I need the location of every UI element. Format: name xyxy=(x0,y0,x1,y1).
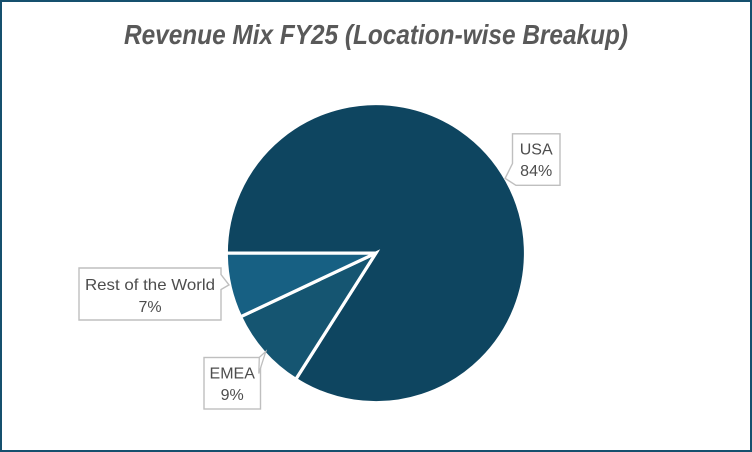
svg-text:Rest of the World: Rest of the World xyxy=(85,277,215,294)
svg-text:Revenue Mix FY25 (Location-wis: Revenue Mix FY25 (Location-wise Breakup) xyxy=(124,19,628,50)
svg-text:EMEA: EMEA xyxy=(210,366,256,383)
svg-text:USA: USA xyxy=(520,141,553,158)
svg-text:84%: 84% xyxy=(520,163,552,180)
svg-text:7%: 7% xyxy=(138,299,161,316)
svg-text:9%: 9% xyxy=(221,387,244,404)
